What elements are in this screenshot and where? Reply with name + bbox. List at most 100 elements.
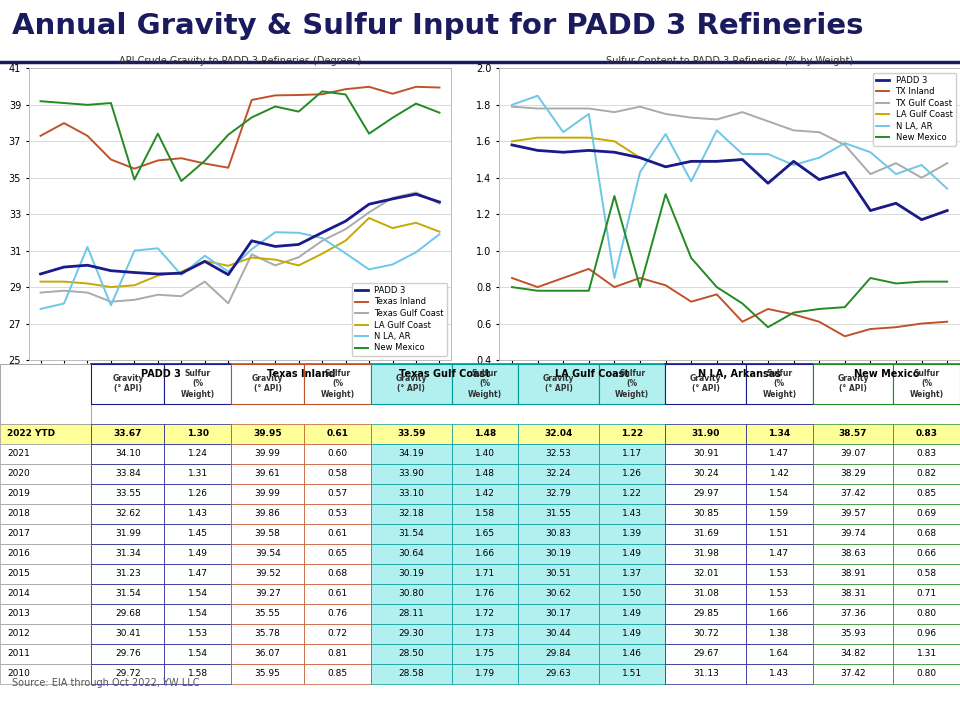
Text: 0.83: 0.83 xyxy=(916,429,938,438)
Text: 1.40: 1.40 xyxy=(475,449,494,458)
Bar xyxy=(746,644,813,664)
Bar xyxy=(451,584,518,604)
Text: Sulfur
(%
Weight): Sulfur (% Weight) xyxy=(615,369,649,399)
Bar xyxy=(665,423,746,444)
LA Gulf Coast xyxy=(762,179,774,187)
Line: LA Gulf Coast: LA Gulf Coast xyxy=(40,218,440,287)
PADD 3 xyxy=(583,146,594,155)
PADD 3 xyxy=(558,148,569,156)
Texas Gulf Coast xyxy=(176,292,187,300)
Text: 38.91: 38.91 xyxy=(840,570,866,578)
Bar xyxy=(231,604,304,624)
Text: 33.67: 33.67 xyxy=(113,429,142,438)
Text: 30.19: 30.19 xyxy=(398,570,424,578)
New Mexico xyxy=(506,283,517,292)
Bar xyxy=(231,644,304,664)
Text: 1.43: 1.43 xyxy=(622,509,642,518)
N LA, AR xyxy=(916,161,927,169)
PADD 3 xyxy=(199,257,210,266)
Text: 31.54: 31.54 xyxy=(398,529,424,539)
LA Gulf Coast xyxy=(865,206,876,215)
Text: 29.97: 29.97 xyxy=(693,490,719,498)
Text: 1.26: 1.26 xyxy=(188,490,207,498)
Bar xyxy=(91,664,164,684)
Bar xyxy=(813,624,894,644)
Bar xyxy=(0,464,91,484)
Legend: PADD 3, Texas Inland, Texas Gulf Coast, LA Gulf Coast, N LA, AR, New Mexico: PADD 3, Texas Inland, Texas Gulf Coast, … xyxy=(351,283,447,356)
Bar xyxy=(746,564,813,584)
Bar xyxy=(164,604,231,624)
N LA, AR xyxy=(293,228,304,237)
Bar xyxy=(746,464,813,484)
PADD 3 xyxy=(270,242,281,251)
Text: 2014: 2014 xyxy=(8,590,30,598)
Text: 1.38: 1.38 xyxy=(769,629,789,639)
Text: 35.95: 35.95 xyxy=(254,670,280,678)
Text: 39.57: 39.57 xyxy=(840,509,866,518)
Texas Gulf Coast xyxy=(152,290,163,299)
Text: 29.63: 29.63 xyxy=(545,670,571,678)
N LA, AR xyxy=(246,245,257,253)
N LA, AR xyxy=(434,230,445,238)
Texas Inland xyxy=(82,132,93,140)
Text: 0.81: 0.81 xyxy=(327,649,348,659)
Bar xyxy=(304,504,371,524)
Bar xyxy=(0,564,91,584)
Bar xyxy=(894,564,960,584)
Text: 1.42: 1.42 xyxy=(770,469,789,478)
Text: 39.99: 39.99 xyxy=(254,490,280,498)
N LA, AR xyxy=(223,267,234,276)
Text: 2019: 2019 xyxy=(8,490,30,498)
Text: 0.82: 0.82 xyxy=(917,469,937,478)
Text: Gravity
(° API): Gravity (° API) xyxy=(690,374,722,393)
LA Gulf Coast xyxy=(106,283,117,292)
Text: 0.83: 0.83 xyxy=(917,449,937,458)
PADD 3 xyxy=(916,215,927,224)
Bar xyxy=(599,544,665,564)
N LA, AR xyxy=(660,130,671,138)
TX Gulf Coast xyxy=(532,104,543,113)
TX Gulf Coast xyxy=(506,102,517,111)
LA Gulf Coast xyxy=(176,267,187,276)
Bar xyxy=(518,504,599,524)
TX Gulf Coast xyxy=(813,128,825,137)
Bar xyxy=(599,584,665,604)
Bar xyxy=(746,624,813,644)
Bar xyxy=(304,544,371,564)
Bar xyxy=(894,524,960,544)
Bar xyxy=(894,504,960,524)
Bar xyxy=(813,584,894,604)
Texas Gulf Coast xyxy=(82,288,93,297)
N LA, AR xyxy=(532,91,543,100)
Text: 33.55: 33.55 xyxy=(115,490,141,498)
Bar xyxy=(665,484,746,504)
N LA, AR xyxy=(106,301,117,310)
Text: 2018: 2018 xyxy=(8,509,30,518)
Text: 32.62: 32.62 xyxy=(115,509,141,518)
Text: 38.57: 38.57 xyxy=(839,429,867,438)
Bar xyxy=(746,444,813,464)
PADD 3 xyxy=(59,263,70,271)
New Mexico xyxy=(434,109,445,117)
Bar xyxy=(518,544,599,564)
LA Gulf Coast xyxy=(788,157,800,166)
Line: N LA, AR: N LA, AR xyxy=(512,96,948,278)
New Mexico xyxy=(736,300,748,308)
New Mexico xyxy=(711,283,723,292)
Text: 30.51: 30.51 xyxy=(545,570,571,578)
Text: 35.93: 35.93 xyxy=(840,629,866,639)
Text: 38.31: 38.31 xyxy=(840,590,866,598)
Texas Inland xyxy=(152,156,163,165)
Text: 1.66: 1.66 xyxy=(475,549,495,558)
TX Inland xyxy=(788,310,800,319)
Bar xyxy=(451,484,518,504)
New Mexico xyxy=(246,113,257,122)
LA Gulf Coast xyxy=(583,133,594,142)
N LA, AR xyxy=(340,249,351,258)
Texas Gulf Coast xyxy=(59,287,70,295)
New Mexico xyxy=(916,277,927,286)
Text: 34.82: 34.82 xyxy=(840,649,866,659)
TX Inland xyxy=(635,274,646,282)
Bar xyxy=(599,604,665,624)
LA Gulf Coast xyxy=(813,175,825,184)
